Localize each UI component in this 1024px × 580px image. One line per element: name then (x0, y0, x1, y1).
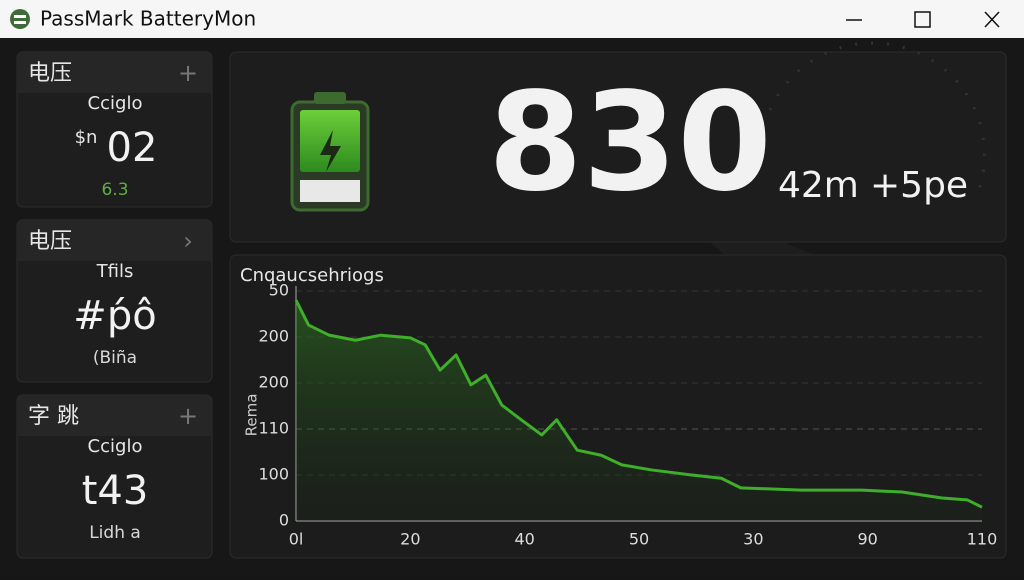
line (294, 299, 983, 509)
card-subtitle: Cciglo (88, 436, 143, 457)
y-tick-label: 100 (258, 465, 289, 484)
app-icon (14, 21, 26, 24)
charge-rate: +5pe (870, 165, 968, 206)
x-tick-label: 0l (289, 530, 304, 549)
card-heading: 电压 (28, 229, 72, 254)
card-action[interactable]: + (178, 59, 198, 87)
area (296, 300, 982, 521)
status-panel (229, 51, 1007, 243)
x-tick-label: 50 (629, 530, 649, 549)
x-tick-label: 40 (514, 530, 534, 549)
app-icon (10, 9, 30, 29)
card-list: 电压 + Cciglo $n 02 6.3 电压 › Tfils #ṕô (Biña 字 跳 + Ccig… (16, 51, 213, 559)
card-value: t43 (82, 468, 149, 514)
card-footer: Lidh a (89, 523, 141, 543)
x-tick-label: 30 (743, 530, 763, 549)
y-tick-label: 50 (269, 281, 289, 300)
card-prefix: $n (75, 127, 98, 148)
y-tick-label: 0 (279, 511, 289, 530)
window-title: PassMark BatteryMon (40, 7, 256, 31)
card-action[interactable]: + (178, 402, 198, 430)
card-heading: 电压 (28, 61, 72, 86)
y-tick-label: 110 (258, 419, 289, 438)
card-action[interactable]: › (183, 227, 193, 255)
card-subtitle: Cciglo (88, 93, 143, 114)
maximize-button[interactable] (914, 11, 931, 28)
card-footer: (Biña (93, 348, 137, 368)
card-footer: 6.3 (101, 180, 128, 200)
x-tick-label: 20 (400, 530, 420, 549)
x-tick-label: 110 (967, 530, 998, 549)
battery-icon (320, 130, 341, 172)
card-header (18, 53, 211, 93)
card-header (18, 396, 211, 436)
card-subtitle: Tfils (96, 261, 134, 282)
y-tick-label: 200 (258, 327, 289, 346)
close-button[interactable] (984, 11, 1000, 28)
battery-icon (300, 180, 360, 202)
card-value: 02 (107, 125, 158, 171)
card-value: #ṕô (73, 293, 156, 339)
x-tick-label: 90 (857, 530, 877, 549)
y-axis-label: Rema (243, 394, 261, 437)
battery-icon (314, 92, 346, 104)
time-remaining: 42m (778, 165, 859, 206)
app-icon (14, 15, 26, 18)
card-heading: 字 跳 (28, 404, 79, 429)
status-value: 830 (488, 64, 772, 222)
title-bar (0, 0, 1024, 38)
y-tick-label: 200 (258, 373, 289, 392)
card-header (18, 221, 211, 261)
plot: 0 100 110 200 200 50 0l 20 40 50 30 90 110 (258, 281, 997, 549)
chart-title: Cnqaucsehriogs (240, 265, 384, 286)
